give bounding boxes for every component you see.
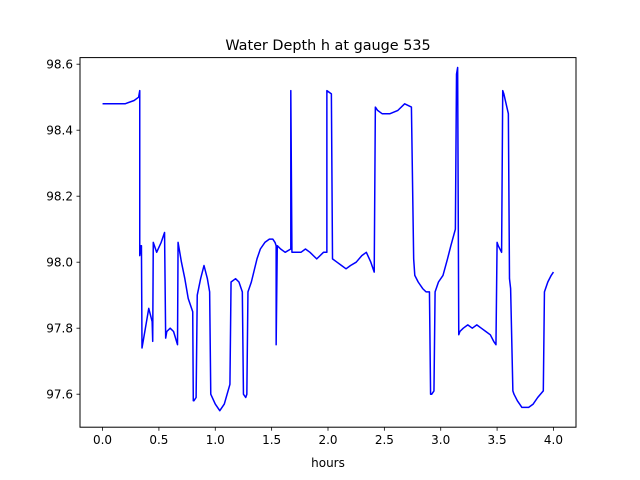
x-tick-label: 3.0 xyxy=(431,433,450,447)
x-tick-label: 2.5 xyxy=(375,433,394,447)
x-tick-label: 0.5 xyxy=(149,433,168,447)
chart-title: Water Depth h at gauge 535 xyxy=(225,38,430,54)
x-tick-label: 1.0 xyxy=(206,433,225,447)
x-tick-label: 4.0 xyxy=(544,433,563,447)
x-tick-label: 2.0 xyxy=(318,433,337,447)
y-tick-label: 98.4 xyxy=(46,124,73,138)
series-line-1 xyxy=(102,66,555,412)
y-tick-label: 98.0 xyxy=(46,256,73,270)
y-tick-label: 97.8 xyxy=(46,322,73,336)
y-tick-label: 97.6 xyxy=(46,388,73,402)
y-tick-label: 98.6 xyxy=(46,58,73,72)
x-tick-label: 3.5 xyxy=(488,433,507,447)
y-tick-label: 98.2 xyxy=(46,190,73,204)
x-axis-label: hours xyxy=(311,456,345,470)
plot-area xyxy=(102,66,555,412)
plot-frame xyxy=(79,57,577,428)
x-tick-label: 1.5 xyxy=(262,433,281,447)
x-tick-label: 0.0 xyxy=(93,433,112,447)
axis-ticks: 0.0 0.5 1.0 1.5 2.0 2.5 3.0 3.5 4.0 97.6 97.8 98.0 9… xyxy=(46,58,563,448)
